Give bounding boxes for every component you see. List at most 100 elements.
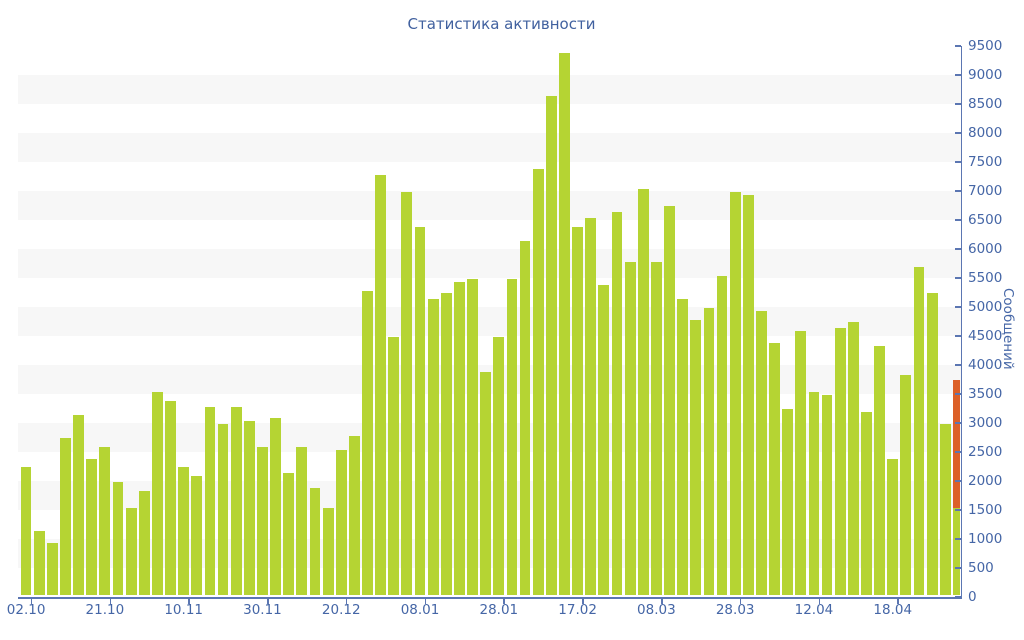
grid-stripe	[18, 191, 962, 220]
x-axis-tick	[503, 597, 505, 604]
y-tick-label: 8500	[968, 96, 1003, 112]
bar	[283, 473, 295, 595]
bar	[716, 276, 728, 595]
bar	[388, 336, 400, 595]
bar	[152, 392, 163, 595]
y-axis-tick	[955, 132, 961, 134]
bar	[861, 412, 872, 595]
bar	[165, 400, 176, 595]
bar	[414, 226, 426, 595]
bar	[480, 371, 492, 595]
x-axis-tick	[30, 597, 33, 604]
bar	[506, 278, 518, 595]
bar	[335, 450, 347, 595]
grid-stripe	[18, 75, 962, 104]
y-tick-label: 6500	[968, 212, 1003, 228]
x-tick-label: 30.11	[243, 602, 282, 618]
bar	[375, 174, 387, 595]
bar	[270, 418, 281, 595]
bar	[782, 409, 794, 595]
y-tick-label: 0	[968, 589, 977, 605]
x-tick-label: 20.12	[321, 602, 361, 618]
bar	[296, 447, 308, 595]
y-tick-label: 4500	[968, 328, 1003, 344]
y-axis-title: Сообщений	[1000, 288, 1016, 370]
bar	[60, 438, 71, 595]
x-axis-tick	[661, 597, 663, 604]
y-tick-label: 9500	[968, 38, 1003, 54]
bar	[309, 487, 321, 595]
x-axis-tick	[582, 597, 584, 604]
y-axis-tick	[955, 335, 961, 337]
y-axis-tick	[955, 74, 961, 76]
y-tick-label: 4000	[968, 357, 1003, 373]
bar	[427, 299, 439, 595]
bar	[440, 293, 452, 595]
y-axis-tick	[955, 45, 961, 47]
bar	[585, 218, 597, 595]
bar	[611, 212, 623, 595]
y-axis-tick	[955, 248, 961, 250]
bar	[703, 307, 715, 595]
bar	[493, 336, 505, 595]
y-tick-label: 2500	[968, 444, 1003, 460]
bar	[637, 189, 649, 595]
y-axis-tick	[955, 451, 961, 453]
x-axis-tick	[424, 597, 427, 604]
bar	[178, 467, 190, 595]
x-axis-tick	[267, 597, 269, 604]
x-axis-tick	[345, 597, 348, 604]
y-tick-label: 2000	[968, 473, 1003, 489]
x-tick-label: 02.10	[6, 602, 46, 618]
bar	[559, 52, 570, 595]
bar	[874, 345, 885, 595]
y-tick-label: 6000	[968, 241, 1003, 257]
y-tick-label: 1000	[968, 531, 1003, 547]
bar	[939, 423, 951, 595]
bar	[138, 490, 150, 595]
bar	[926, 293, 938, 595]
bar	[230, 406, 242, 595]
bar	[677, 299, 689, 595]
x-axis-tick	[109, 597, 112, 604]
bar	[650, 261, 662, 595]
x-axis-line	[18, 597, 962, 599]
y-axis-tick	[955, 190, 961, 192]
y-axis-tick	[955, 364, 961, 366]
bar	[834, 328, 846, 595]
x-tick-label: 17.02	[558, 602, 597, 618]
bar	[742, 194, 754, 595]
y-axis-tick	[955, 103, 961, 105]
bar	[99, 447, 111, 595]
bar	[204, 406, 216, 595]
bar	[795, 331, 807, 595]
bar	[690, 319, 702, 595]
bar	[756, 310, 767, 595]
bar	[86, 458, 98, 595]
y-axis-tick	[955, 161, 961, 163]
bar	[821, 394, 833, 595]
y-tick-label: 1500	[968, 502, 1003, 518]
bar	[217, 423, 229, 595]
x-tick-label: 18.04	[873, 602, 913, 618]
y-axis-tick	[955, 567, 961, 569]
y-axis-tick	[955, 509, 961, 511]
bar	[729, 191, 741, 595]
highlighted-bar-base-segment	[953, 508, 961, 595]
y-axis-tick	[955, 538, 961, 540]
y-axis-tick	[955, 393, 961, 395]
bar	[467, 278, 478, 595]
bar	[913, 267, 925, 595]
bar	[572, 226, 583, 595]
y-tick-label: 500	[968, 560, 994, 576]
grid-stripe	[18, 133, 962, 162]
bar	[348, 435, 360, 595]
bar	[112, 481, 124, 595]
x-tick-label: 08.01	[400, 602, 440, 618]
y-tick-label: 5500	[968, 270, 1003, 286]
x-axis-tick	[818, 597, 821, 604]
y-tick-label: 7000	[968, 183, 1003, 199]
bar	[887, 458, 899, 595]
highlighted-bar-orange-segment	[953, 380, 961, 508]
